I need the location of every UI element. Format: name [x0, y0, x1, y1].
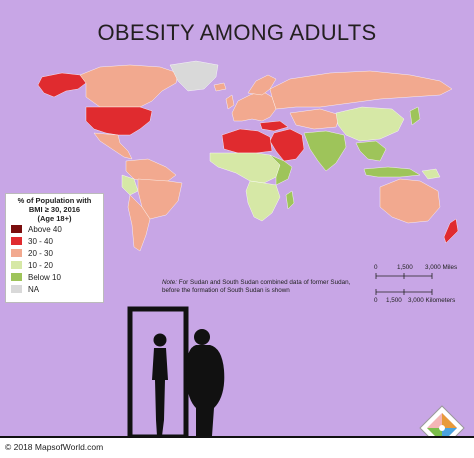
- copyright-text: © 2018 MapsofWorld.com: [5, 442, 104, 452]
- note-prefix: Note:: [162, 279, 178, 286]
- legend-swatch: [11, 249, 22, 257]
- region-uk[interactable]: [225, 94, 235, 110]
- region-indonesia[interactable]: [363, 166, 421, 178]
- legend-item: Below 10: [6, 271, 103, 283]
- region-australia[interactable]: [379, 178, 441, 224]
- region-southern-africa[interactable]: [245, 180, 281, 222]
- legend-item: 30 - 40: [6, 235, 103, 247]
- legend-title: % of Population with BMI ≥ 30, 2016 (Age…: [17, 196, 92, 223]
- heavy-person-silhouette: [186, 329, 225, 436]
- region-usa[interactable]: [85, 106, 153, 136]
- scale-miles-mid: 1,500: [397, 264, 413, 271]
- region-brazil[interactable]: [137, 178, 183, 220]
- page-title: OBESITY AMONG ADULTS: [97, 20, 377, 45]
- region-peru[interactable]: [121, 174, 139, 196]
- region-russia[interactable]: [269, 70, 453, 110]
- scale-miles-zero: 0: [374, 264, 378, 271]
- region-central-asia[interactable]: [289, 108, 341, 130]
- region-central-africa[interactable]: [209, 152, 281, 184]
- region-middle-east[interactable]: [269, 128, 305, 162]
- region-greenland[interactable]: [169, 60, 219, 92]
- region-europe[interactable]: [231, 90, 277, 122]
- footer-bar: © 2018 MapsofWorld.com: [0, 436, 474, 458]
- region-china[interactable]: [335, 106, 405, 142]
- thin-person-silhouette: [152, 333, 168, 436]
- region-madagascar[interactable]: [285, 190, 295, 210]
- legend-swatch: [11, 285, 22, 293]
- scale-km-zero: 0: [374, 297, 378, 304]
- region-scandinavia[interactable]: [247, 74, 277, 96]
- scale-km-end: 3,000 Kilometers: [408, 297, 456, 304]
- legend-swatch: [11, 237, 22, 245]
- legend-swatch: [11, 273, 22, 281]
- note-text: For Sudan and South Sudan combined data …: [162, 279, 351, 294]
- region-iceland[interactable]: [213, 82, 227, 92]
- region-turkey[interactable]: [259, 120, 289, 132]
- region-mexico[interactable]: [93, 132, 133, 160]
- legend-swatch: [11, 225, 22, 233]
- scale-bar: 0 1,500 3,000 Miles 0 1,500 3,000 Kilome…: [370, 262, 470, 312]
- region-south-asia[interactable]: [303, 130, 347, 172]
- region-east-africa[interactable]: [269, 154, 293, 186]
- region-southeast-asia[interactable]: [355, 140, 387, 162]
- scale-km-mid: 1,500: [386, 297, 402, 304]
- world-map: [37, 60, 459, 252]
- region-alaska[interactable]: [37, 72, 87, 98]
- region-new-zealand[interactable]: [443, 218, 459, 244]
- legend-swatch: [11, 261, 22, 269]
- map-note: Note: For Sudan and South Sudan combined…: [162, 279, 357, 295]
- legend-item: 10 - 20: [6, 259, 103, 271]
- region-papua[interactable]: [421, 168, 441, 180]
- map-legend: % of Population with BMI ≥ 30, 2016 (Age…: [5, 193, 104, 303]
- region-argentina[interactable]: [127, 194, 151, 252]
- region-north-africa[interactable]: [221, 128, 273, 154]
- scale-graphic: [375, 273, 433, 295]
- scale-miles-end: 3,000 Miles: [425, 264, 458, 271]
- legend-item: Above 40: [6, 223, 103, 235]
- region-japan[interactable]: [409, 106, 421, 126]
- legend-item: NA: [6, 283, 103, 295]
- region-canada[interactable]: [79, 64, 179, 108]
- legend-item: 20 - 30: [6, 247, 103, 259]
